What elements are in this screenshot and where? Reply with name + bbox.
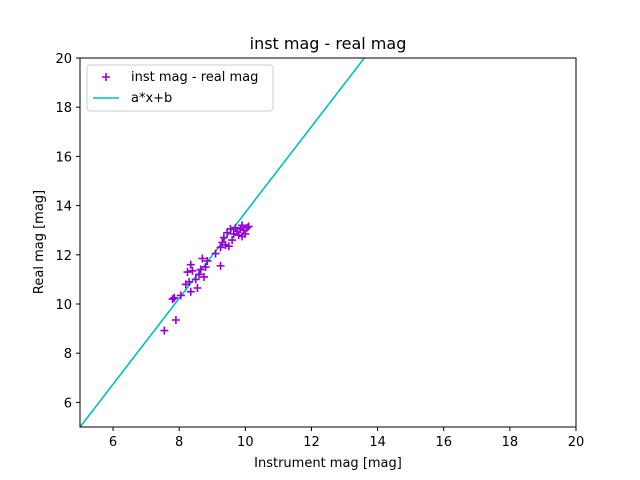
legend-label-scatter: inst mag - real mag [131,70,258,85]
x-tick-label: 6 [109,435,117,450]
scatter-point [196,265,205,274]
x-tick-label: 16 [435,435,452,450]
x-tick-label: 12 [303,435,320,450]
scatter-point [216,261,225,270]
legend-label-line: a*x+b [131,91,172,106]
legend-marker-scatter [102,73,110,81]
scatter-point [231,223,240,232]
legend: inst mag - real mag a*x+b [86,64,274,112]
scatter-point [224,242,233,251]
x-tick-label: 8 [175,435,183,450]
y-tick-label: 10 [55,298,72,313]
scatter-point [193,284,202,293]
fit-line [80,58,366,427]
y-tick-label: 6 [64,396,72,411]
scatter-point [219,233,228,242]
scatter-point [238,221,247,230]
x-tick-label: 18 [502,435,519,450]
scatter-point [195,270,204,279]
chart-title: inst mag - real mag [250,34,407,53]
scatter-point [242,223,251,232]
scatter-point [171,315,180,324]
legend-box [86,64,274,112]
y-tick-label: 20 [55,52,72,67]
scatter-point [198,254,207,263]
scatter-point [176,291,185,300]
scatter-point [201,263,210,272]
scatter-point [228,236,237,245]
y-tick-label: 12 [55,249,72,264]
y-tick-label: 16 [55,150,72,165]
scatter-point [186,287,195,296]
y-tick-label: 14 [55,200,72,215]
scatter-point [244,222,253,231]
scatter-point [183,268,192,277]
scatter-point [241,229,250,238]
x-tick-label: 10 [237,435,254,450]
scatter-point [226,224,235,233]
scatter-point [211,249,220,258]
plot-frame [79,57,577,428]
scatter-point [160,326,169,335]
x-tick-label: 14 [369,435,386,450]
scatter-point [203,256,212,265]
plot-area [80,58,366,427]
y-tick-label: 8 [64,347,72,362]
scatter-point [200,272,208,281]
scatter-point [170,293,179,302]
scatter-point [168,295,177,304]
y-axis: 6 8 10 12 14 16 18 20 [55,52,80,411]
y-axis-label: Real mag [mag] [32,190,47,294]
scatter-point [185,277,194,286]
x-axis: 6 8 10 12 14 16 18 20 [109,427,584,450]
scatter-point [216,243,225,252]
x-axis-label: Instrument mag [mag] [254,456,402,471]
scatter-point [186,260,195,269]
scatter-point [191,275,200,284]
y-tick-label: 18 [55,101,72,116]
x-tick-label: 20 [568,435,585,450]
scatter-point [188,266,197,275]
